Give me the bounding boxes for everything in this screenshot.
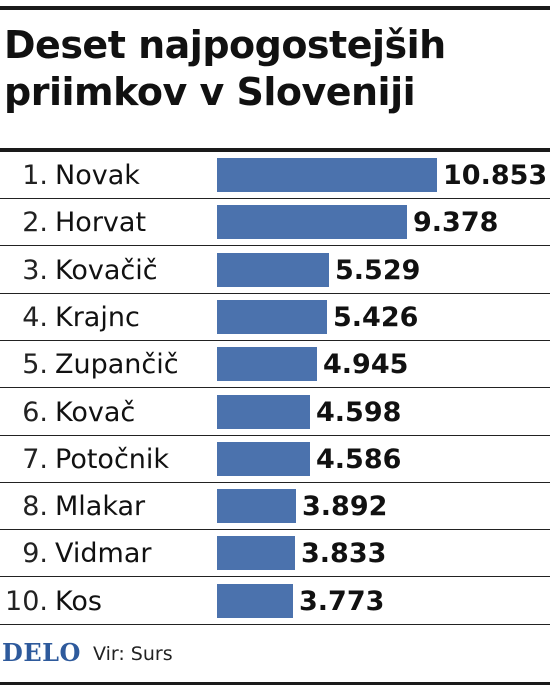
top-rule	[0, 6, 550, 10]
value-label: 3.773	[299, 585, 385, 617]
row-divider	[0, 198, 550, 199]
value-label: 4.945	[323, 349, 409, 381]
bar	[217, 158, 437, 192]
title-rule	[0, 148, 550, 152]
bar-row: 2. Horvat 9.378	[0, 199, 550, 247]
row-divider	[0, 339, 550, 341]
category-label: Vidmar	[55, 538, 152, 570]
category-label: Novak	[55, 160, 140, 191]
rank-label: 8.	[22, 491, 48, 523]
bar	[217, 441, 310, 476]
value-label: 5.529	[335, 254, 421, 286]
value-label: 5.426	[333, 301, 419, 333]
bar-row: 5. Zupančič 4.945	[0, 341, 550, 389]
brand-logo: DELO	[2, 638, 81, 667]
value-label: 3.892	[302, 491, 388, 523]
row-divider	[0, 387, 550, 389]
bar-row: 9. Vidmar 3.833	[0, 530, 550, 578]
rank-label: 5.	[22, 349, 48, 381]
bar-row: 4. Krajnc 5.426	[0, 294, 550, 341]
rank-label: 3.	[22, 254, 48, 286]
rank-label: 10.	[5, 585, 48, 617]
row-divider	[0, 576, 550, 578]
bar	[217, 299, 327, 334]
rank-label: 2.	[22, 207, 48, 239]
bottom-rule	[0, 682, 550, 685]
chart-title: Deset najpogostejših priimkov v Slovenij…	[4, 23, 446, 114]
rank-label: 1.	[22, 160, 48, 191]
bar	[217, 489, 296, 524]
row-divider	[0, 623, 550, 625]
source-note: Vir: Surs	[93, 643, 173, 665]
category-label: Potočnik	[55, 443, 170, 475]
bar-row: 3. Kovačič 5.529	[0, 247, 550, 294]
bar-row: 7. Potočnik 4.586	[0, 436, 550, 483]
category-label: Horvat	[55, 207, 147, 239]
row-divider	[0, 529, 550, 531]
value-label: 4.586	[316, 443, 402, 475]
bar	[217, 347, 317, 382]
row-divider	[0, 292, 550, 294]
bar-row: 1. Novak 10.853	[0, 152, 550, 199]
value-label: 9.378	[413, 207, 499, 239]
category-label: Kovač	[55, 396, 136, 428]
category-label: Zupančič	[55, 349, 179, 381]
category-label: Krajnc	[55, 301, 140, 333]
bar	[217, 205, 407, 240]
category-label: Kos	[55, 585, 102, 617]
bar	[217, 394, 310, 429]
bar-row: 8. Mlakar 3.892	[0, 483, 550, 531]
rank-label: 4.	[22, 301, 48, 333]
row-divider	[0, 481, 550, 483]
rank-label: 7.	[22, 443, 48, 475]
category-label: Kovačič	[55, 254, 158, 286]
value-label: 3.833	[301, 538, 387, 570]
rank-label: 9.	[22, 538, 48, 570]
bar-row: 6. Kovač 4.598	[0, 389, 550, 436]
footer: DELO Vir: Surs	[0, 630, 550, 680]
category-label: Mlakar	[55, 491, 146, 523]
rank-label: 6.	[22, 396, 48, 428]
value-label: 4.598	[316, 396, 402, 428]
bar-row: 10. Kos 3.773	[0, 578, 550, 625]
value-label: 10.853	[443, 160, 548, 191]
row-divider	[0, 434, 550, 436]
bar	[217, 583, 293, 618]
bar	[217, 252, 329, 287]
bar	[217, 536, 295, 571]
row-divider	[0, 245, 550, 247]
